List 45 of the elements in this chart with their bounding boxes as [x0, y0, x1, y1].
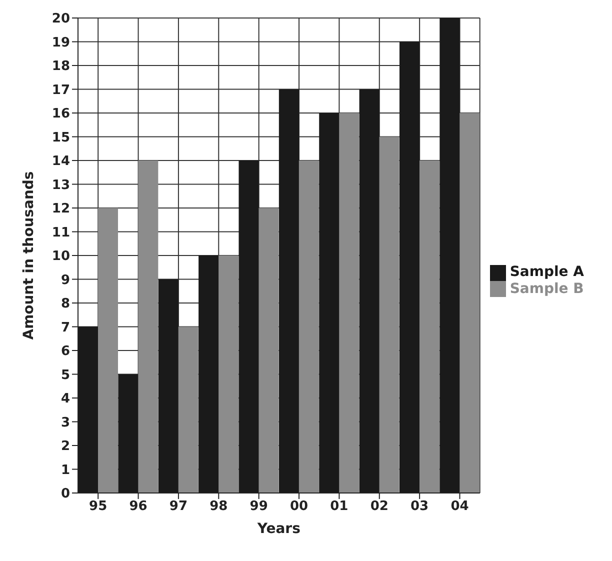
bar: [419, 160, 440, 493]
x-tick-label: 03: [410, 499, 429, 514]
y-tick-label: 9: [60, 272, 70, 288]
x-tick-label: 95: [89, 499, 108, 514]
y-tick-label: 10: [52, 249, 70, 264]
bar: [258, 208, 279, 493]
y-tick-label: 18: [52, 59, 70, 74]
bar: [460, 113, 480, 493]
y-axis-title: Amount in thousands: [20, 171, 37, 340]
y-tick-label: 20: [52, 12, 70, 27]
x-tick-label: 04: [450, 499, 469, 514]
x-tick-label: 02: [370, 499, 388, 514]
x-tick-label: 97: [169, 499, 188, 514]
y-tick-label: 19: [52, 35, 70, 50]
y-tick-label: 2: [60, 439, 70, 454]
y-tick-label: 5: [60, 368, 70, 383]
y-tick-label: 1: [60, 462, 70, 478]
legend-label: Sample A: [510, 264, 584, 280]
y-tick-label: 3: [60, 415, 70, 430]
y-tick-label: 14: [52, 154, 70, 170]
y-tick-label: 15: [52, 130, 70, 146]
x-tick-label: 96: [129, 499, 148, 514]
y-tick-label: 17: [52, 82, 70, 98]
bar: [339, 113, 360, 493]
bar: [298, 160, 319, 493]
x-axis-title: Years: [256, 521, 300, 537]
y-tick-label: 12: [52, 202, 70, 217]
bar: [218, 256, 239, 493]
legend-label: Sample B: [510, 280, 584, 296]
x-tick-label: 00: [290, 499, 308, 514]
bar: [138, 160, 158, 493]
y-tick-label: 4: [60, 392, 70, 407]
y-tick-label: 13: [52, 178, 70, 193]
bar: [178, 326, 198, 493]
y-tick-label: 8: [60, 296, 70, 312]
bar: [98, 208, 118, 493]
y-tick-label: 0: [60, 486, 70, 502]
x-tick-label: 98: [210, 499, 228, 514]
y-tick-label: 11: [52, 225, 70, 240]
y-tick-label: 7: [60, 320, 70, 336]
x-tick-label: 01: [330, 499, 348, 514]
y-tick-label: 16: [52, 106, 70, 122]
x-tick-label: 99: [250, 499, 268, 514]
y-tick-label: 6: [60, 344, 70, 360]
bar: [379, 136, 400, 493]
